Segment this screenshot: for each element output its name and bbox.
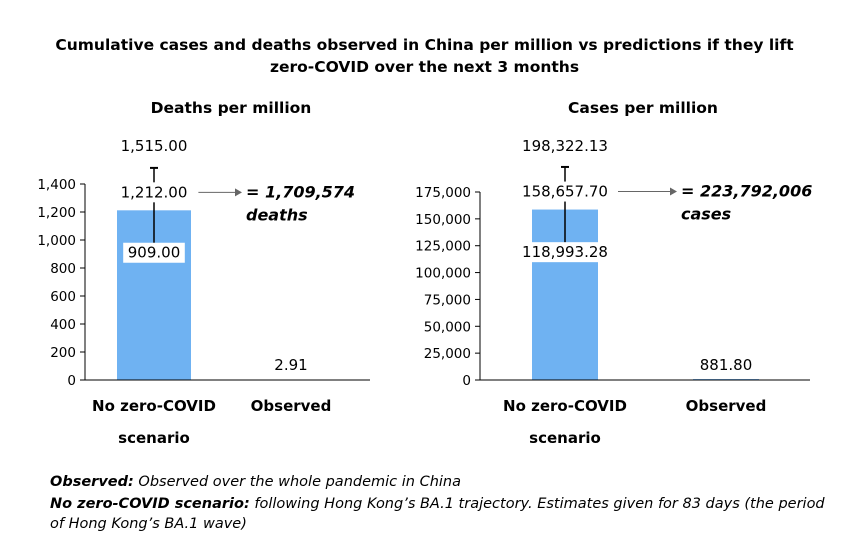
- cases-observed-value-label: 881.80: [700, 356, 753, 374]
- cases-value-label-box: [517, 181, 613, 202]
- cases-category-label: Observed: [686, 397, 767, 415]
- deaths-error-lower-label-box: [123, 242, 185, 263]
- cases-y-tick-label: 75,000: [424, 292, 471, 308]
- charts-canvas: Deaths per million 0 200 400 600 800 1,000 1,20…: [37, 99, 812, 447]
- cases-y-tick-label: 25,000: [424, 346, 471, 362]
- deaths-annotation-line2: deaths: [246, 205, 308, 224]
- deaths-chart-title: Deaths per million: [151, 99, 312, 117]
- cases-y-tick-label: 175,000: [415, 185, 471, 201]
- deaths-category-label: No zero-COVID: [92, 397, 216, 415]
- deaths-value-label: 1,212.00: [121, 183, 188, 201]
- cases-y-tick-label: 0: [462, 373, 471, 389]
- deaths-y-tick-label: 600: [50, 289, 76, 305]
- cases-error-lower-label-box: [517, 242, 613, 263]
- cases-error-upper-label: 198,322.13: [522, 137, 608, 155]
- deaths-y-tick-label: 0: [67, 373, 76, 389]
- footnote-scenario-label: No zero-COVID scenario:: [50, 496, 250, 512]
- deaths-y-tick-label: 800: [50, 261, 76, 277]
- cases-error-lower-label: 118,993.28: [522, 243, 608, 261]
- footnote-scenario: No zero-COVID scenario: following Hong K…: [50, 494, 840, 534]
- cases-y-tick-label: 125,000: [415, 239, 471, 255]
- cases-chart-title: Cases per million: [568, 99, 718, 117]
- deaths-y-tick-label: 200: [50, 345, 76, 361]
- deaths-category-label: scenario: [118, 429, 190, 447]
- cases-annotation-line2: cases: [681, 205, 731, 224]
- cases-y-tick-label: 50,000: [424, 319, 471, 335]
- cases-value-label: 158,657.70: [522, 183, 608, 201]
- cases-category-label: No zero-COVID: [503, 397, 627, 415]
- footnote-observed: Observed: Observed over the whole pandem…: [50, 472, 840, 492]
- deaths-error-lower-label: 909.00: [128, 244, 181, 262]
- deaths-observed-value-label: 2.91: [274, 356, 307, 374]
- deaths-y-tick-label: 1,400: [37, 177, 76, 193]
- cases-annotation-arrowhead: [670, 187, 677, 196]
- footnote-scenario-text: following Hong Kong’s BA.1 trajectory. E…: [50, 496, 825, 532]
- main-title: Cumulative cases and deaths observed in …: [55, 36, 794, 76]
- deaths-annotation-line1: = 1,709,574: [246, 182, 355, 201]
- deaths-value-label-box: [114, 182, 194, 203]
- cases-y-tick-label: 150,000: [415, 212, 471, 228]
- deaths-y-tick-label: 1,200: [37, 205, 76, 221]
- deaths-annotation-arrowhead: [235, 188, 242, 197]
- footnote-observed-label: Observed:: [50, 474, 134, 490]
- deaths-y-tick-label: 400: [50, 317, 76, 333]
- deaths-category-label: Observed: [251, 397, 332, 415]
- deaths-error-upper-label: 1,515.00: [121, 137, 188, 155]
- cases-y-tick-label: 100,000: [415, 266, 471, 282]
- cases-annotation-line1: = 223,792,006: [681, 182, 812, 201]
- cases-category-label: scenario: [529, 429, 601, 447]
- deaths-y-tick-label: 1,000: [37, 233, 76, 249]
- footnote-observed-text: Observed over the whole pandemic in Chin…: [133, 474, 461, 490]
